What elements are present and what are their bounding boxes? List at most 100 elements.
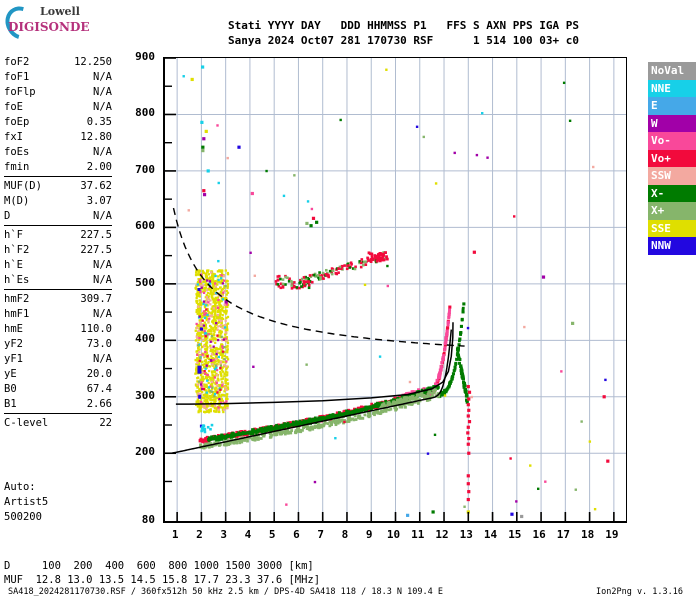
legend-item-vo-[interactable]: Vo-	[648, 132, 696, 150]
footer-version: Ion2Png v. 1.3.16	[596, 587, 683, 597]
param-value: N/A	[93, 353, 112, 365]
y-tick-label: 400	[135, 332, 155, 346]
legend-item-sse[interactable]: SSE	[648, 219, 696, 237]
logo-digisonde-text: DIGISONDE	[8, 20, 90, 34]
param-row: h`E N/A	[4, 258, 112, 273]
param-row: h`F2 227.5	[4, 243, 112, 258]
param-value: 12.80	[80, 131, 112, 143]
y-tick-label: 80	[141, 513, 155, 526]
param-key: foF1	[4, 71, 30, 83]
param-row: fmin 2.00	[4, 160, 112, 175]
param-key: h`Es	[4, 274, 30, 286]
ionogram-canvas	[165, 58, 626, 521]
header-line-2: Sanya 2024 Oct07 281 170730 RSF 1 514 10…	[228, 34, 579, 47]
param-key: fxI	[4, 131, 23, 143]
y-tick-label: 800	[135, 106, 155, 120]
param-key: B1	[4, 398, 17, 410]
legend-item-vo-[interactable]: Vo+	[648, 149, 696, 167]
x-tick-label: 1	[171, 528, 179, 541]
param-row: foE N/A	[4, 100, 112, 115]
param-value: N/A	[93, 308, 112, 320]
x-tick-label: 14	[483, 528, 498, 541]
param-key: h`F	[4, 229, 23, 241]
param-value: 309.7	[80, 293, 112, 305]
x-tick-label: 15	[508, 528, 522, 541]
param-row: yF1 N/A	[4, 352, 112, 367]
param-key: hmF1	[4, 308, 30, 320]
ionogram-plot-area[interactable]	[163, 57, 627, 523]
x-tick-label: 13	[459, 528, 473, 541]
x-tick-label: 12	[435, 528, 449, 541]
param-value: N/A	[93, 71, 112, 83]
y-tick-label: 200	[135, 445, 155, 459]
legend-item-nnw[interactable]: NNW	[648, 237, 696, 255]
param-row: hmF2 309.7	[4, 292, 112, 307]
param-group: h`F 227.5 h`F2 227.5 h`E N/A h`Es N/A	[4, 228, 112, 290]
param-row: foEs N/A	[4, 145, 112, 160]
x-tick-label: 7	[317, 528, 325, 541]
legend-item-e[interactable]: E	[648, 97, 696, 115]
param-row: h`F 227.5	[4, 228, 112, 243]
legend-item-x-[interactable]: X-	[648, 184, 696, 202]
param-row: foEp 0.35	[4, 115, 112, 130]
x-tick-label: 19	[605, 528, 619, 541]
param-row: yF2 73.0	[4, 337, 112, 352]
legend-item-nne[interactable]: NNE	[648, 79, 696, 97]
param-key: D	[4, 210, 11, 222]
legend-item-ssw[interactable]: SSW	[648, 167, 696, 185]
d-scale-line: D 100 200 400 600 800 1000 1500 3000 [km…	[4, 560, 314, 572]
muf-dashed-curve	[172, 207, 465, 347]
param-group: foF2 12.250 foF1 N/A foFlp N/A foE N/A foEp 0.35 f…	[4, 55, 112, 177]
x-tick-label: 8	[341, 528, 349, 541]
x-tick-label: 9	[365, 528, 373, 541]
legend-item-w[interactable]: W	[648, 114, 696, 132]
auto-code: 500200	[4, 511, 42, 523]
param-key: foE	[4, 101, 23, 113]
param-value: N/A	[93, 210, 112, 222]
x-tick-label: 6	[293, 528, 300, 541]
param-key: foFlp	[4, 86, 36, 98]
param-value: 0.35	[86, 116, 112, 128]
param-row: yE 20.0	[4, 367, 112, 382]
auto-label: Auto:	[4, 481, 36, 493]
param-row: B0 67.4	[4, 382, 112, 397]
param-row: MUF(D) 37.62	[4, 179, 112, 194]
x-tick-label: 5	[268, 528, 276, 541]
param-value: 37.62	[80, 180, 112, 192]
profile-curves	[171, 207, 465, 454]
axis-ticks	[165, 58, 615, 521]
footer-file-info: SA418_2024281170730.RSF / 360fx512h 50 k…	[8, 587, 443, 597]
param-row: fxI 12.80	[4, 130, 112, 145]
ionogram-header: Stati YYYY DAY DDD HHMMSS P1 FFS S AXN P…	[228, 18, 579, 48]
param-row: foF2 12.250	[4, 55, 112, 70]
x-tick-label: 4	[244, 528, 252, 541]
logo-lowell-text: Lowell	[40, 5, 80, 18]
param-key: yE	[4, 368, 17, 380]
param-value: 227.5	[80, 244, 112, 256]
param-value: N/A	[93, 86, 112, 98]
param-key: yF1	[4, 353, 23, 365]
param-key: B0	[4, 383, 17, 395]
param-value: N/A	[93, 101, 112, 113]
legend-item-noval[interactable]: NoVal	[648, 62, 696, 80]
param-key: h`E	[4, 259, 23, 271]
param-value: 3.07	[86, 195, 112, 207]
param-value: 2.66	[86, 398, 112, 410]
param-value: 73.0	[86, 338, 112, 350]
param-key: MUF(D)	[4, 180, 42, 192]
auto-artist-version: Artist5	[4, 496, 49, 508]
param-row: h`Es N/A	[4, 273, 112, 288]
polarization-legend[interactable]: NoVal NNE E W Vo- Vo+ SSW X- X+ SSE NNW	[648, 62, 696, 255]
x-tick-label: 17	[556, 528, 570, 541]
legend-item-x-[interactable]: X+	[648, 202, 696, 220]
param-value: N/A	[93, 146, 112, 158]
param-value: 227.5	[80, 229, 112, 241]
auto-scaling-block: Auto: Artist5 500200	[4, 480, 112, 525]
param-key: hmE	[4, 323, 23, 335]
param-row: B1 2.66	[4, 397, 112, 412]
x-tick-label: 18	[580, 528, 595, 541]
lowell-digisonde-logo: Lowell DIGISONDE	[0, 0, 116, 46]
param-value: 67.4	[86, 383, 112, 395]
param-row: hmE 110.0	[4, 322, 112, 337]
distance-muf-scale: D 100 200 400 600 800 1000 1500 3000 [km…	[4, 559, 320, 587]
